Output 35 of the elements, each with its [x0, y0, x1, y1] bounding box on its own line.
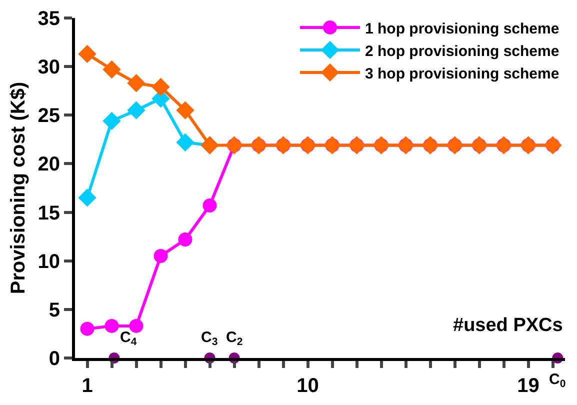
point: [102, 112, 121, 130]
point: [176, 133, 194, 152]
y-axis-title: Provisioning cost (K$): [7, 82, 30, 294]
legend-label: 2 hop provisioning scheme: [365, 42, 560, 60]
x-tick-label: 10: [296, 375, 319, 397]
annotation: C$_{0}$: [549, 371, 566, 390]
point: [80, 322, 94, 336]
point: [154, 249, 168, 263]
y-tick-label: 25: [38, 105, 60, 128]
y-tick-label: 20: [38, 154, 60, 176]
y-tick-label: 10: [38, 250, 60, 273]
y-tick-label: 15: [38, 202, 60, 224]
y-tick-label: 35: [38, 8, 60, 30]
point: [78, 188, 96, 207]
point: [178, 232, 192, 246]
y-tick-label: 0: [48, 348, 60, 370]
point: [152, 78, 170, 96]
annotation: C$_{2}$: [226, 329, 243, 348]
point: [78, 44, 96, 64]
legend-label: 1 hop provisioning scheme: [365, 20, 560, 38]
x-axis-title: #used PXCs: [453, 315, 563, 336]
annotation: C$_{3}$: [201, 329, 218, 348]
y-tick-label: 5: [48, 299, 60, 322]
legend-label: 3 hop provisioning scheme: [365, 65, 560, 82]
point: [104, 318, 119, 333]
point: [127, 74, 146, 92]
x-tick-label: 1: [82, 375, 93, 397]
y-tick-label: 30: [38, 56, 60, 79]
point: [129, 318, 144, 333]
point: [127, 101, 146, 120]
point: [176, 101, 194, 120]
point: [102, 60, 121, 79]
point: [202, 198, 217, 212]
x-tick-label: 19: [517, 375, 540, 397]
annotation: C$_{4}$: [120, 329, 137, 348]
